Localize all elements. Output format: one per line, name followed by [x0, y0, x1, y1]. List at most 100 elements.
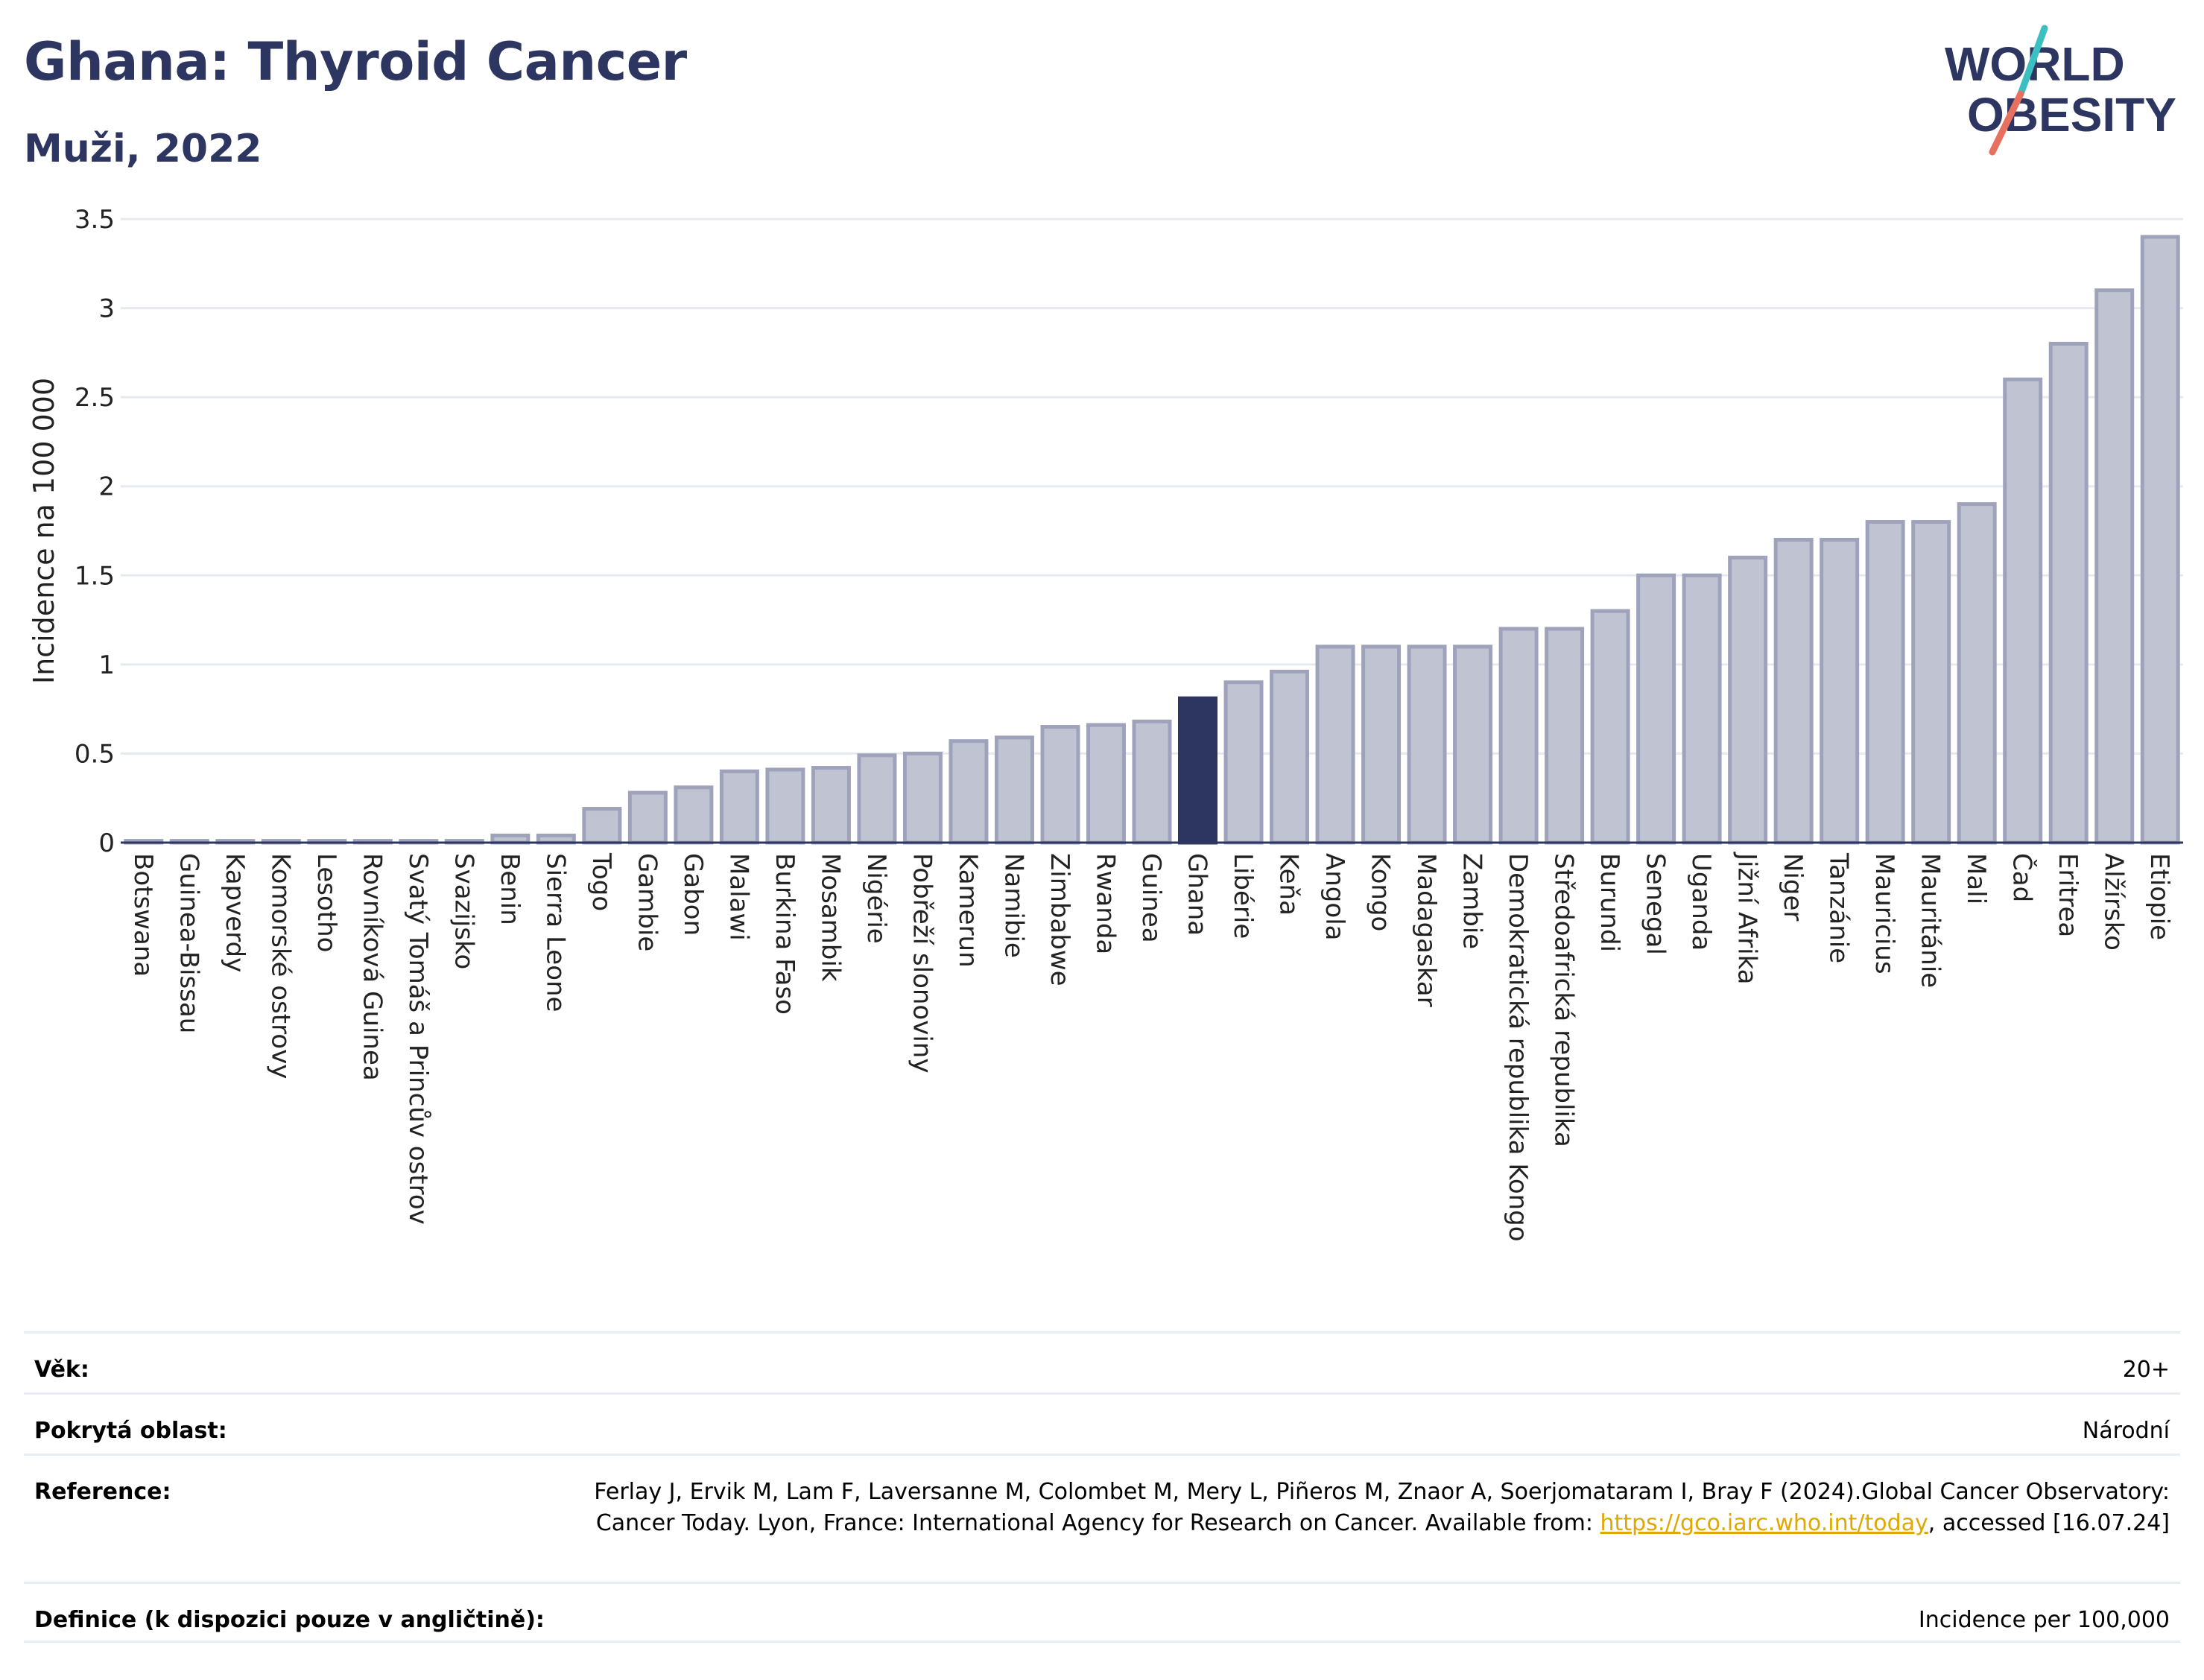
x-tick-label: Rwanda	[1090, 853, 1120, 954]
reference-suffix: , accessed [16.07.24]	[1928, 1510, 2170, 1536]
x-tick-label: Gambie	[632, 853, 662, 951]
definition-value: Incidence per 100,000	[1918, 1607, 2170, 1633]
x-tick-label: Kapverdy	[220, 853, 250, 972]
y-tick-label: 2.5	[75, 383, 115, 413]
x-tick-label: Svatý Tomáš a Princův ostrov	[403, 853, 433, 1225]
chart-title: Ghana: Thyroid Cancer	[24, 31, 687, 92]
meta-row-definition: Definice (k dispozici pouze v angličtině…	[24, 1582, 2180, 1643]
x-tick-label: Demokratická republika Kongo	[1503, 853, 1533, 1242]
x-tick-label: Mali	[1961, 853, 1991, 904]
bar-highlight-Ghana	[1178, 696, 1218, 845]
bar	[1270, 669, 1310, 845]
x-tick-label: Čad	[2007, 853, 2038, 902]
logo-slash-coral	[1989, 90, 2024, 156]
x-tick-label: Namibie	[998, 853, 1028, 958]
bar	[857, 753, 897, 845]
bar	[1728, 555, 1768, 845]
reference-link[interactable]: https://gco.iarc.who.int/today	[1600, 1510, 1928, 1536]
y-tick-label: 3	[98, 294, 115, 324]
definition-label: Definice (k dispozici pouze v angličtině…	[34, 1607, 545, 1633]
x-tick-label: Etiopie	[2144, 853, 2174, 940]
bar	[1911, 520, 1951, 845]
metadata-table: Věk: 20+ Pokrytá oblast: Národní Referen…	[24, 1331, 2180, 1643]
bar	[582, 807, 622, 845]
y-tick-label: 3.5	[75, 205, 115, 235]
meta-row-age: Věk: 20+	[24, 1331, 2180, 1392]
area-value: Národní	[2082, 1418, 2170, 1444]
x-tick-label: Rovníková Guinea	[357, 853, 387, 1081]
x-tick-label: Uganda	[1686, 853, 1716, 951]
x-tick-label: Středoafrická republika	[1549, 853, 1579, 1147]
x-tick-label: Ghana	[1182, 853, 1212, 936]
x-tick-label: Gabon	[678, 853, 708, 936]
x-tick-label: Madagaskar	[1411, 853, 1441, 1007]
y-axis-title: Incidence na 100 000	[28, 378, 60, 684]
y-tick-label: 0	[98, 828, 115, 858]
bar	[902, 751, 943, 845]
bar	[1315, 644, 1355, 845]
bar	[949, 739, 989, 845]
x-tick-label: Zambie	[1457, 853, 1487, 949]
bar	[1773, 537, 1814, 845]
age-value: 20+	[2122, 1357, 2170, 1383]
bar	[1086, 723, 1126, 845]
world-obesity-logo: WORLD OBESITY	[1945, 25, 2176, 156]
x-tick-label: Botswana	[128, 853, 158, 977]
reference-text: Ferlay J, Ervik M, Lam F, Laversanne M, …	[594, 1479, 2170, 1536]
bar	[719, 769, 759, 845]
meta-row-area: Pokrytá oblast: Národní	[24, 1392, 2180, 1454]
area-label: Pokrytá oblast:	[34, 1418, 227, 1444]
x-tick-label: Senegal	[1641, 853, 1671, 955]
bar	[811, 766, 851, 845]
x-tick-label: Malawi	[723, 853, 753, 941]
x-tick-label: Guinea	[1136, 853, 1166, 943]
logo-slash-teal	[2017, 25, 2048, 98]
chart-subtitle: Muži, 2022	[24, 127, 262, 171]
bar	[1498, 627, 1539, 845]
bar-chart: 0 0.5 1 1.5 2 2.5 3 3.5 Incidence na 100 000 Bots…	[28, 205, 2183, 1242]
bar	[1636, 573, 1676, 845]
x-tick-label: Sierra Leone	[540, 853, 570, 1012]
bar	[1957, 502, 1997, 845]
meta-row-reference: Reference: Ferlay J, Ervik M, Lam F, Lav…	[24, 1454, 2180, 1582]
x-tick-label: Burkina Faso	[770, 853, 799, 1015]
reference-label: Reference:	[34, 1479, 171, 1505]
bar	[1545, 627, 1585, 845]
x-tick-label: Angola	[1320, 853, 1349, 940]
bar	[1407, 644, 1447, 845]
x-tick-label: Tanzánie	[1824, 852, 1854, 963]
x-tick-label: Kongo	[1366, 853, 1396, 931]
x-tick-label: Guinea-Bissau	[174, 853, 203, 1033]
x-tick-label: Kamerun	[953, 853, 983, 968]
bar	[1590, 609, 1630, 845]
x-tick-label: Jižní Afrika	[1732, 852, 1762, 985]
y-tick-label: 1.5	[75, 561, 115, 591]
age-label: Věk:	[34, 1357, 89, 1383]
bar	[2003, 377, 2043, 845]
bar	[1040, 725, 1080, 845]
bar	[765, 767, 805, 845]
x-tick-label: Mauritánie	[1916, 853, 1945, 988]
x-tick-label: Benin	[495, 853, 525, 925]
bar	[994, 735, 1034, 845]
bar	[2048, 341, 2089, 845]
x-tick-label: Togo	[586, 852, 616, 911]
x-tick-label: Komorské ostrovy	[265, 853, 295, 1079]
x-tick-label: Nigérie	[861, 853, 891, 944]
x-tick-label: Niger	[1778, 853, 1808, 921]
x-tick-label: Libérie	[1228, 853, 1258, 939]
x-tick-label: Burundi	[1595, 853, 1624, 952]
x-tick-label: Lesotho	[311, 853, 341, 952]
bar	[2094, 288, 2135, 845]
x-tick-label: Zimbabwe	[1045, 853, 1074, 986]
bar	[2140, 235, 2180, 845]
bar	[1361, 644, 1402, 845]
x-tick-label: Alžírsko	[2099, 853, 2129, 951]
reference-value: Ferlay J, Ervik M, Lam F, Laversanne M, …	[516, 1477, 2170, 1539]
x-tick-label: Pobřeží slonoviny	[907, 853, 937, 1073]
x-tick-label: Svazijsko	[449, 853, 478, 969]
bar	[1453, 644, 1493, 845]
bar	[1223, 680, 1264, 845]
bar	[627, 790, 668, 845]
bar	[674, 785, 714, 845]
